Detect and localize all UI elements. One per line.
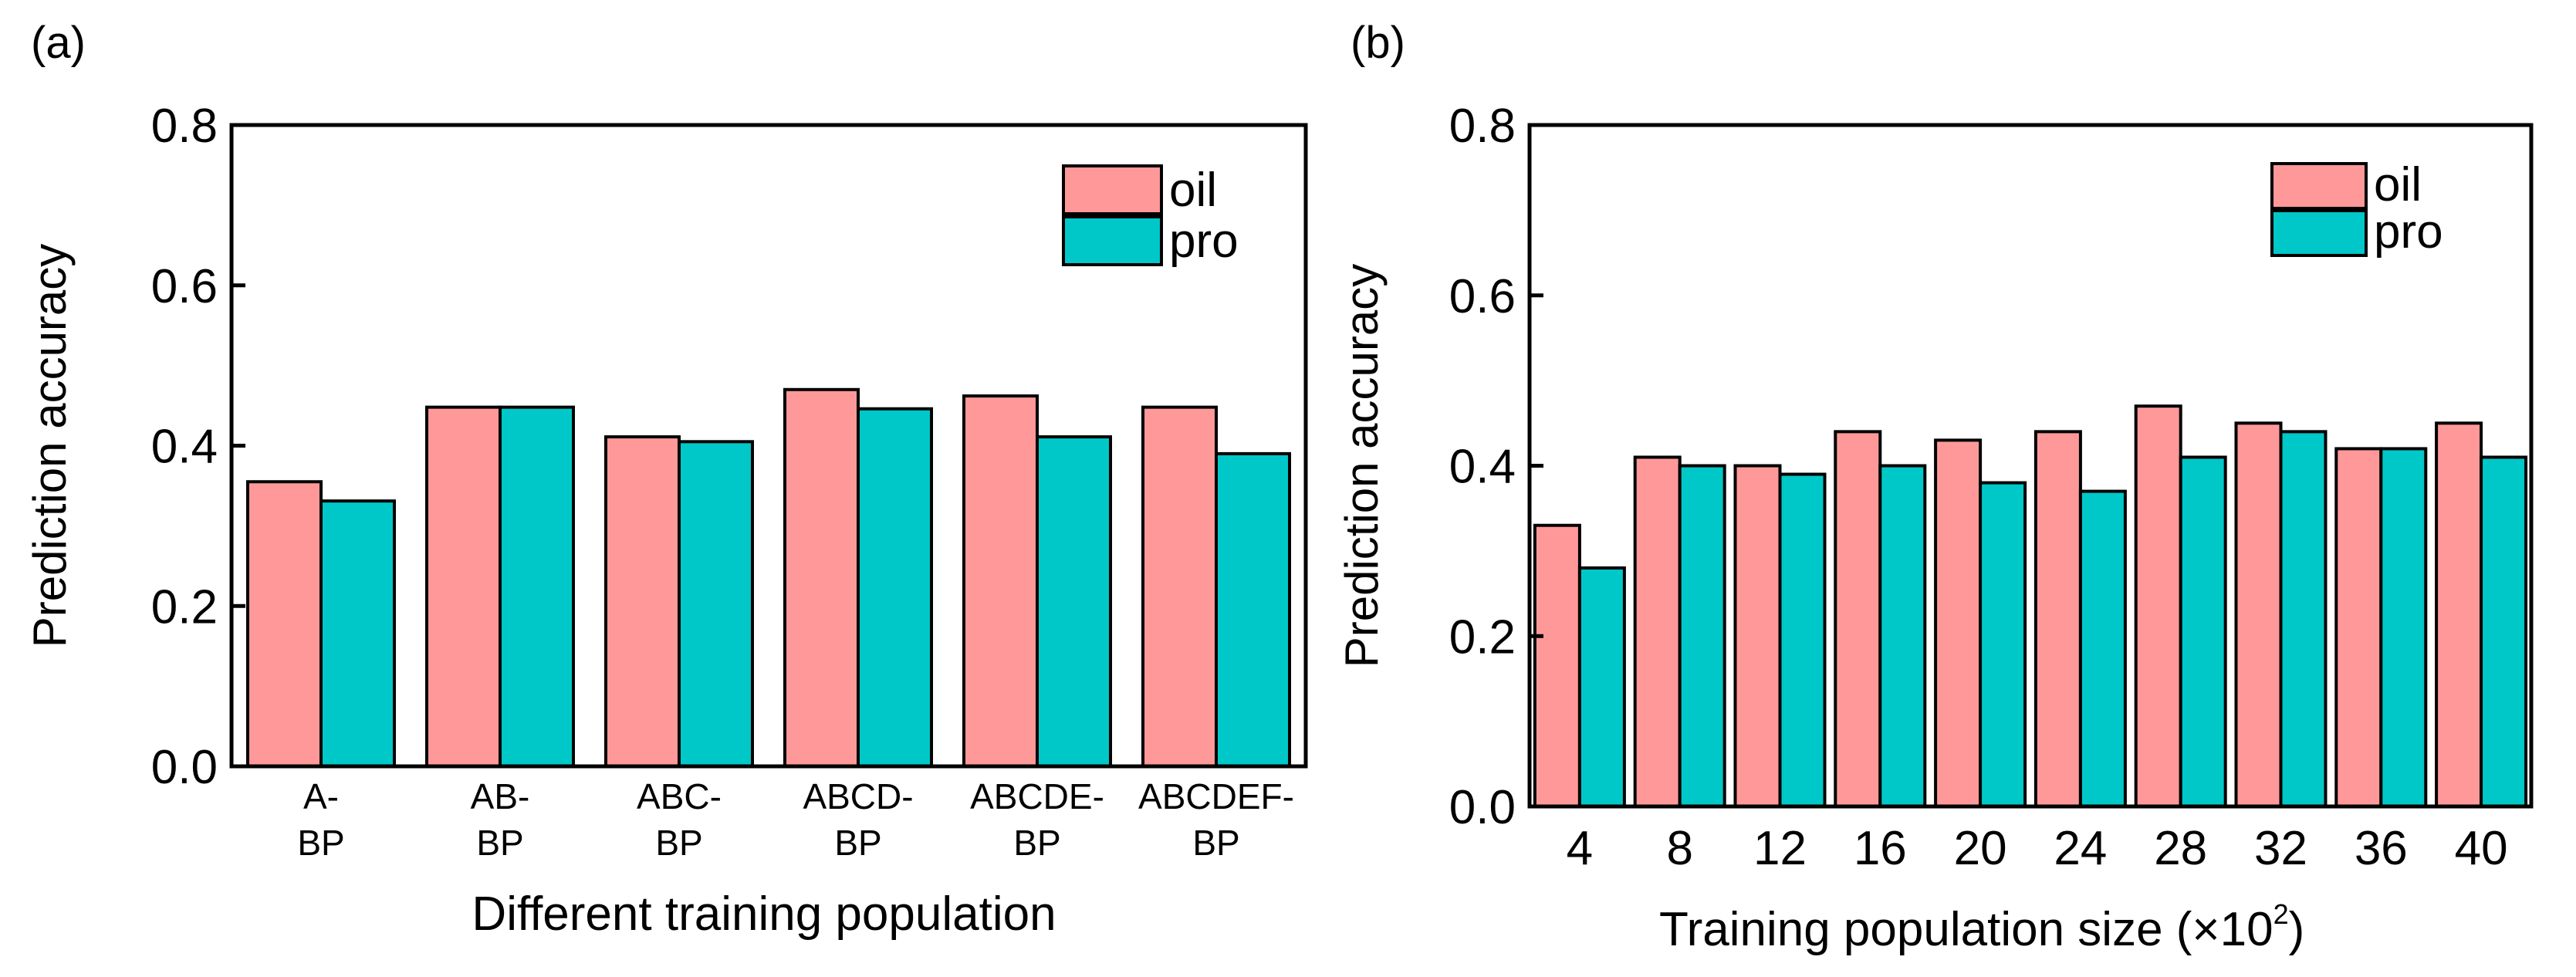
bar-pro xyxy=(1036,435,1112,768)
y-tick-label: 0.4 xyxy=(151,421,218,474)
bar-oil xyxy=(2134,404,2182,808)
legend-swatch-oil xyxy=(1062,164,1163,215)
bar-oil xyxy=(1533,523,1581,808)
legend-label-oil: oil xyxy=(1169,164,1217,217)
bar-oil xyxy=(246,480,323,769)
y-tick-label: 0.2 xyxy=(151,580,218,634)
legend-label-oil: oil xyxy=(2374,158,2422,211)
bar-oil xyxy=(1141,405,1218,768)
x-tick-label: 12 xyxy=(1753,822,1807,875)
legend-label-pro: pro xyxy=(2374,205,2443,259)
bar-pro xyxy=(319,499,396,769)
x-tick-label: 36 xyxy=(2355,822,2408,875)
y-tick-label: 0.2 xyxy=(1449,610,1516,664)
bar-oil xyxy=(425,405,502,768)
bar-pro xyxy=(1577,566,1626,808)
bar-pro xyxy=(678,440,754,769)
bar-pro xyxy=(499,405,575,768)
x-tick-label: ABCD-BP xyxy=(803,776,913,863)
y-tick-label: 0.4 xyxy=(1449,441,1516,494)
legend-swatch-pro xyxy=(2270,209,2368,257)
legend-swatch-oil xyxy=(2270,162,2368,210)
x-tick-label: 8 xyxy=(1666,822,1692,875)
bar-oil xyxy=(962,394,1039,768)
y-axis-label: Prediction accuracy xyxy=(24,244,76,648)
bar-pro xyxy=(2179,455,2227,809)
x-tick-label: 40 xyxy=(2455,822,2508,875)
bar-pro xyxy=(2279,430,2328,808)
x-tick-label: ABCDEF-BP xyxy=(1138,776,1294,863)
x-tick-label: A-BP xyxy=(297,776,344,863)
bar-oil xyxy=(1834,430,1882,808)
x-tick-label: 32 xyxy=(2254,822,2307,875)
bar-pro xyxy=(1979,481,2027,808)
x-tick-label: 4 xyxy=(1567,822,1593,875)
y-tick-label: 0.8 xyxy=(151,100,218,153)
y-tick-label: 0.8 xyxy=(1449,100,1516,153)
x-tick-label: 28 xyxy=(2154,822,2207,875)
x-tick-label: ABCDE-BP xyxy=(970,776,1104,863)
x-tick-label: 24 xyxy=(2054,822,2107,875)
bar-pro xyxy=(857,407,933,769)
chart-panel-b: (b) 4 8 12 16 20 24 28 32 36 40 0.0 0.2 0.4 0.6 0.8 Pred… xyxy=(1336,18,2534,956)
bar-oil xyxy=(604,435,681,768)
bar-pro xyxy=(1878,464,1927,808)
x-tick-label: AB-BP xyxy=(471,776,530,863)
bar-oil xyxy=(1934,438,1983,808)
x-axis-label: Training population size (×102) xyxy=(1659,898,2304,956)
y-tick-label: 0.6 xyxy=(1449,270,1516,323)
bar-oil xyxy=(2234,421,2283,808)
chart-panel-a: (a) A-BP AB-BP ABC-BP ABCD-BP ABCDE-BP ABCDEF-… xyxy=(24,18,1308,941)
x-axis-label: Different training population xyxy=(472,887,1056,941)
bar-oil xyxy=(1733,464,1782,808)
bar-pro xyxy=(1678,464,1726,808)
x-tick-label: 20 xyxy=(1954,822,2007,875)
y-tick-label: 0.6 xyxy=(151,260,218,313)
bar-oil xyxy=(2435,421,2483,808)
bar-pro xyxy=(1215,451,1291,768)
panel-label: (a) xyxy=(31,18,86,68)
panel-label: (b) xyxy=(1351,18,1405,68)
bar-pro xyxy=(2379,447,2428,808)
y-axis-label: Prediction accuracy xyxy=(1336,264,1388,668)
y-tick-label: 0.0 xyxy=(1449,781,1516,834)
x-tick-label: 16 xyxy=(1854,822,1907,875)
bar-oil xyxy=(2334,447,2383,808)
legend-swatch-pro xyxy=(1062,215,1163,266)
bar-pro xyxy=(2078,489,2127,808)
legend-label-pro: pro xyxy=(1169,215,1239,268)
bar-oil xyxy=(1633,455,1682,809)
x-tick-label: ABC-BP xyxy=(637,776,722,863)
y-tick-label: 0.0 xyxy=(151,741,218,794)
bar-pro xyxy=(1778,472,1827,808)
bar-pro xyxy=(2480,455,2528,809)
bar-oil xyxy=(783,387,860,768)
bar-oil xyxy=(2033,430,2082,808)
